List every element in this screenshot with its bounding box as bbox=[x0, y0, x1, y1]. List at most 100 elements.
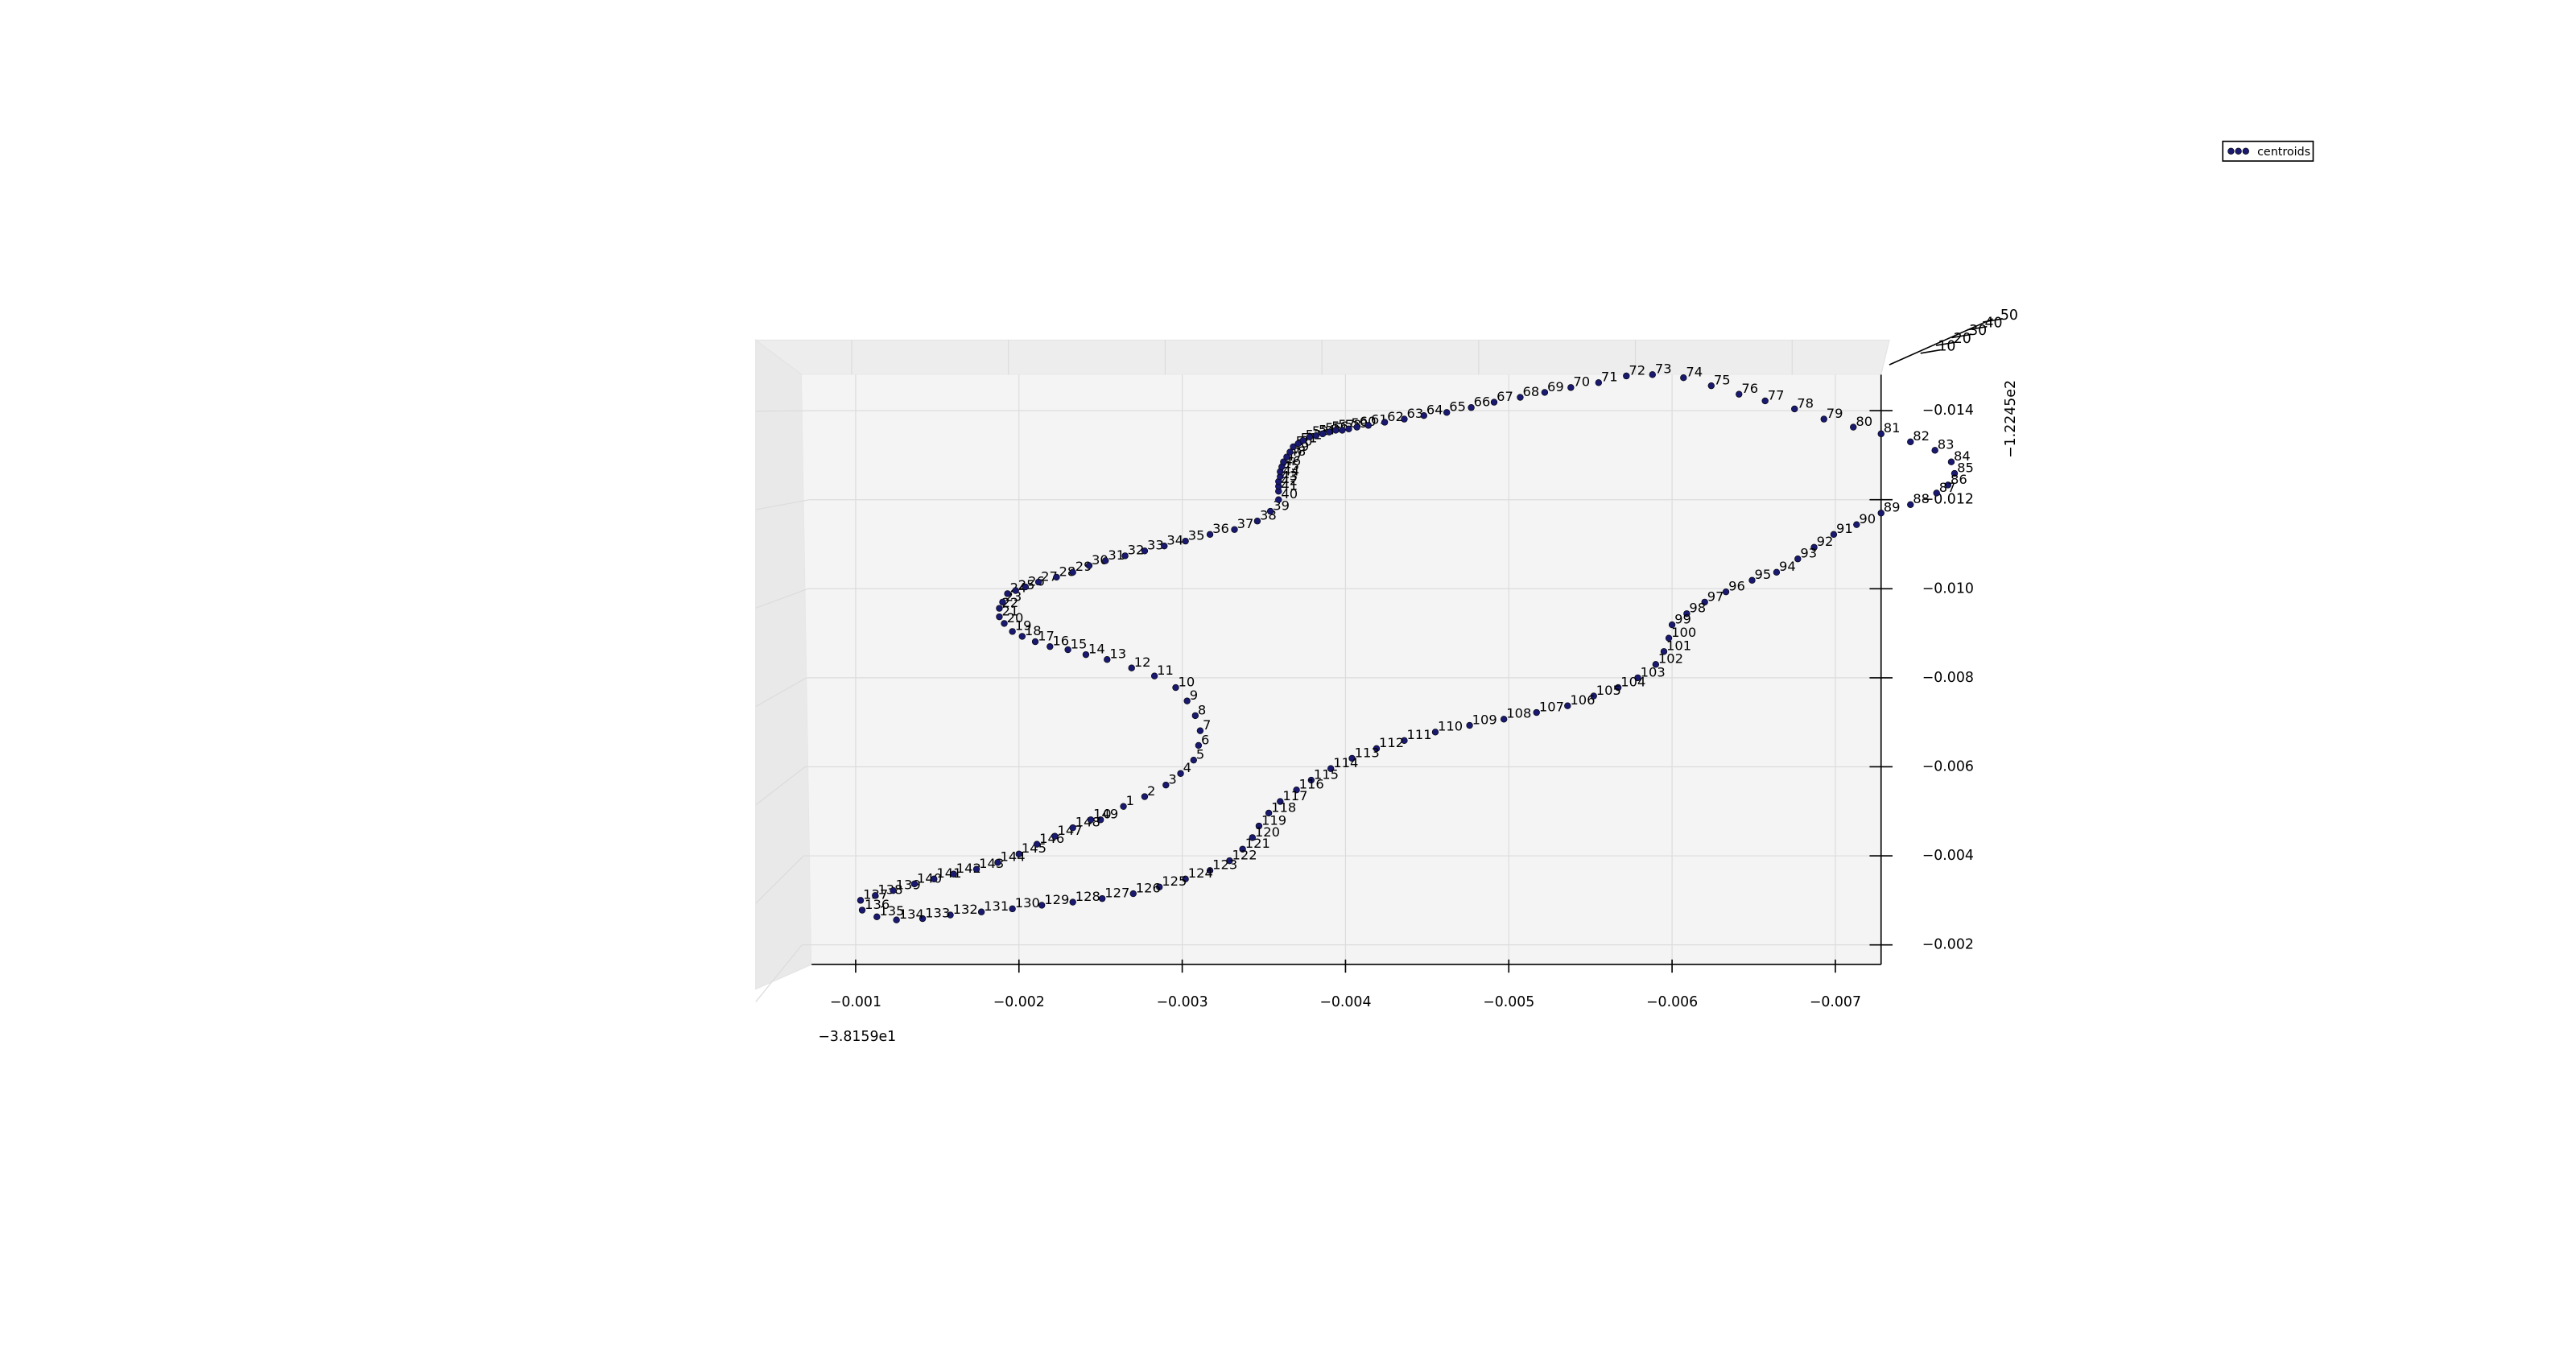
centroid-point bbox=[1443, 409, 1451, 416]
grid-line bbox=[755, 855, 804, 904]
point-label: 17 bbox=[1038, 628, 1055, 643]
centroid-point bbox=[1069, 898, 1076, 906]
centroid-point bbox=[1102, 557, 1109, 564]
centroid-point bbox=[996, 605, 1003, 612]
point-label: 21 bbox=[1001, 604, 1018, 619]
point-label: 16 bbox=[1052, 634, 1069, 649]
centroid-point bbox=[1283, 453, 1290, 460]
centroid-point bbox=[1332, 427, 1340, 434]
point-label: 33 bbox=[1147, 538, 1164, 553]
point-label: 107 bbox=[1539, 699, 1564, 714]
centroid-point bbox=[1339, 427, 1346, 434]
centroid-point bbox=[1046, 642, 1054, 650]
point-label: 94 bbox=[1779, 559, 1796, 574]
point-label: 119 bbox=[1261, 812, 1286, 828]
centroid-point bbox=[1249, 834, 1257, 841]
centroid-point bbox=[1701, 598, 1708, 606]
centroid-point bbox=[1348, 754, 1356, 762]
point-label: 128 bbox=[1075, 889, 1100, 904]
x-tick-label: −0.004 bbox=[1319, 994, 1371, 1010]
point-label: 70 bbox=[1573, 374, 1590, 390]
point-label: 103 bbox=[1641, 664, 1666, 679]
legend-marker bbox=[2235, 147, 2242, 155]
point-label: 71 bbox=[1601, 370, 1618, 385]
x-tick-label: −0.006 bbox=[1646, 994, 1698, 1010]
centroid-point bbox=[1182, 875, 1189, 882]
point-label: 12 bbox=[1134, 655, 1151, 670]
point-label: 34 bbox=[1166, 533, 1183, 548]
point-label: 79 bbox=[1827, 406, 1843, 421]
centroid-point bbox=[1064, 646, 1071, 654]
centroid-point bbox=[1069, 568, 1076, 576]
centroid-point bbox=[1649, 371, 1656, 378]
point-label: 147 bbox=[1057, 823, 1082, 838]
point-label: 135 bbox=[879, 903, 904, 919]
centroid-point bbox=[1299, 436, 1307, 444]
point-label: 111 bbox=[1407, 727, 1432, 742]
centroid-point bbox=[1623, 372, 1630, 380]
point-label: 121 bbox=[1245, 836, 1270, 851]
centroid-point bbox=[1009, 905, 1016, 913]
centroid-point bbox=[996, 613, 1003, 621]
centroid-point bbox=[857, 897, 865, 904]
centroid-point bbox=[1381, 419, 1389, 426]
point-label: 118 bbox=[1271, 799, 1296, 815]
point-label: 95 bbox=[1755, 567, 1772, 582]
centroid-point bbox=[1009, 628, 1016, 635]
centroid-point bbox=[1128, 664, 1135, 671]
point-label: 115 bbox=[1314, 766, 1339, 782]
centroid-point bbox=[1533, 708, 1540, 717]
centroid-point bbox=[1141, 547, 1149, 555]
centroid-point bbox=[1877, 430, 1885, 438]
centroid-point bbox=[1668, 621, 1676, 629]
centroid-point bbox=[1736, 390, 1743, 398]
legend-label: centroids bbox=[2257, 146, 2310, 159]
point-label: 148 bbox=[1075, 815, 1100, 830]
centroid-point bbox=[1191, 712, 1199, 720]
point-label: 35 bbox=[1188, 528, 1205, 543]
centroid-point bbox=[1001, 620, 1008, 627]
point-label: 134 bbox=[899, 907, 924, 922]
centroid-point bbox=[999, 598, 1006, 606]
point-label: 18 bbox=[1025, 623, 1042, 638]
centroid-point bbox=[1907, 501, 1914, 508]
centroid-point bbox=[1794, 555, 1802, 563]
point-label: 91 bbox=[1836, 521, 1853, 536]
centroid-point bbox=[1853, 521, 1860, 528]
point-label: 88 bbox=[1913, 491, 1930, 506]
centroid-point bbox=[1907, 438, 1914, 446]
centroid-point bbox=[1150, 672, 1158, 679]
point-label: 31 bbox=[1108, 547, 1125, 563]
point-label: 129 bbox=[1044, 892, 1069, 907]
point-label: 123 bbox=[1212, 857, 1237, 873]
point-label: 5 bbox=[1196, 747, 1204, 762]
centroid-point bbox=[1277, 798, 1284, 805]
x-tick-label: −0.005 bbox=[1483, 994, 1534, 1010]
centroid-point bbox=[1190, 756, 1197, 764]
centroid-point bbox=[977, 908, 985, 915]
point-label: 77 bbox=[1768, 387, 1785, 403]
point-label: 105 bbox=[1596, 683, 1621, 698]
centroid-point bbox=[1345, 425, 1352, 432]
point-label: 44 bbox=[1282, 463, 1299, 478]
point-label: 8 bbox=[1198, 702, 1206, 717]
centroid-point bbox=[1614, 684, 1622, 692]
centroid-point bbox=[1680, 374, 1687, 382]
y-tick-label: −0.008 bbox=[1922, 670, 1974, 686]
point-label: 124 bbox=[1188, 865, 1213, 881]
centroid-point bbox=[1183, 697, 1191, 704]
x-offset-label: −3.8159e1 bbox=[818, 1029, 896, 1045]
centroid-point bbox=[1172, 684, 1179, 692]
centroid-point bbox=[1761, 397, 1769, 405]
y-tick-label: −0.006 bbox=[1922, 758, 1974, 774]
point-label: 68 bbox=[1523, 384, 1540, 399]
point-label: 90 bbox=[1859, 511, 1876, 527]
point-label: 110 bbox=[1438, 719, 1463, 734]
centroid-point bbox=[1595, 379, 1603, 386]
point-label: 60 bbox=[1360, 414, 1377, 429]
point-label: 36 bbox=[1212, 521, 1229, 536]
point-label: 93 bbox=[1800, 546, 1817, 561]
x-tick-label: −0.007 bbox=[1810, 994, 1861, 1010]
point-label: 15 bbox=[1071, 636, 1088, 651]
centroid-point bbox=[1280, 458, 1287, 465]
